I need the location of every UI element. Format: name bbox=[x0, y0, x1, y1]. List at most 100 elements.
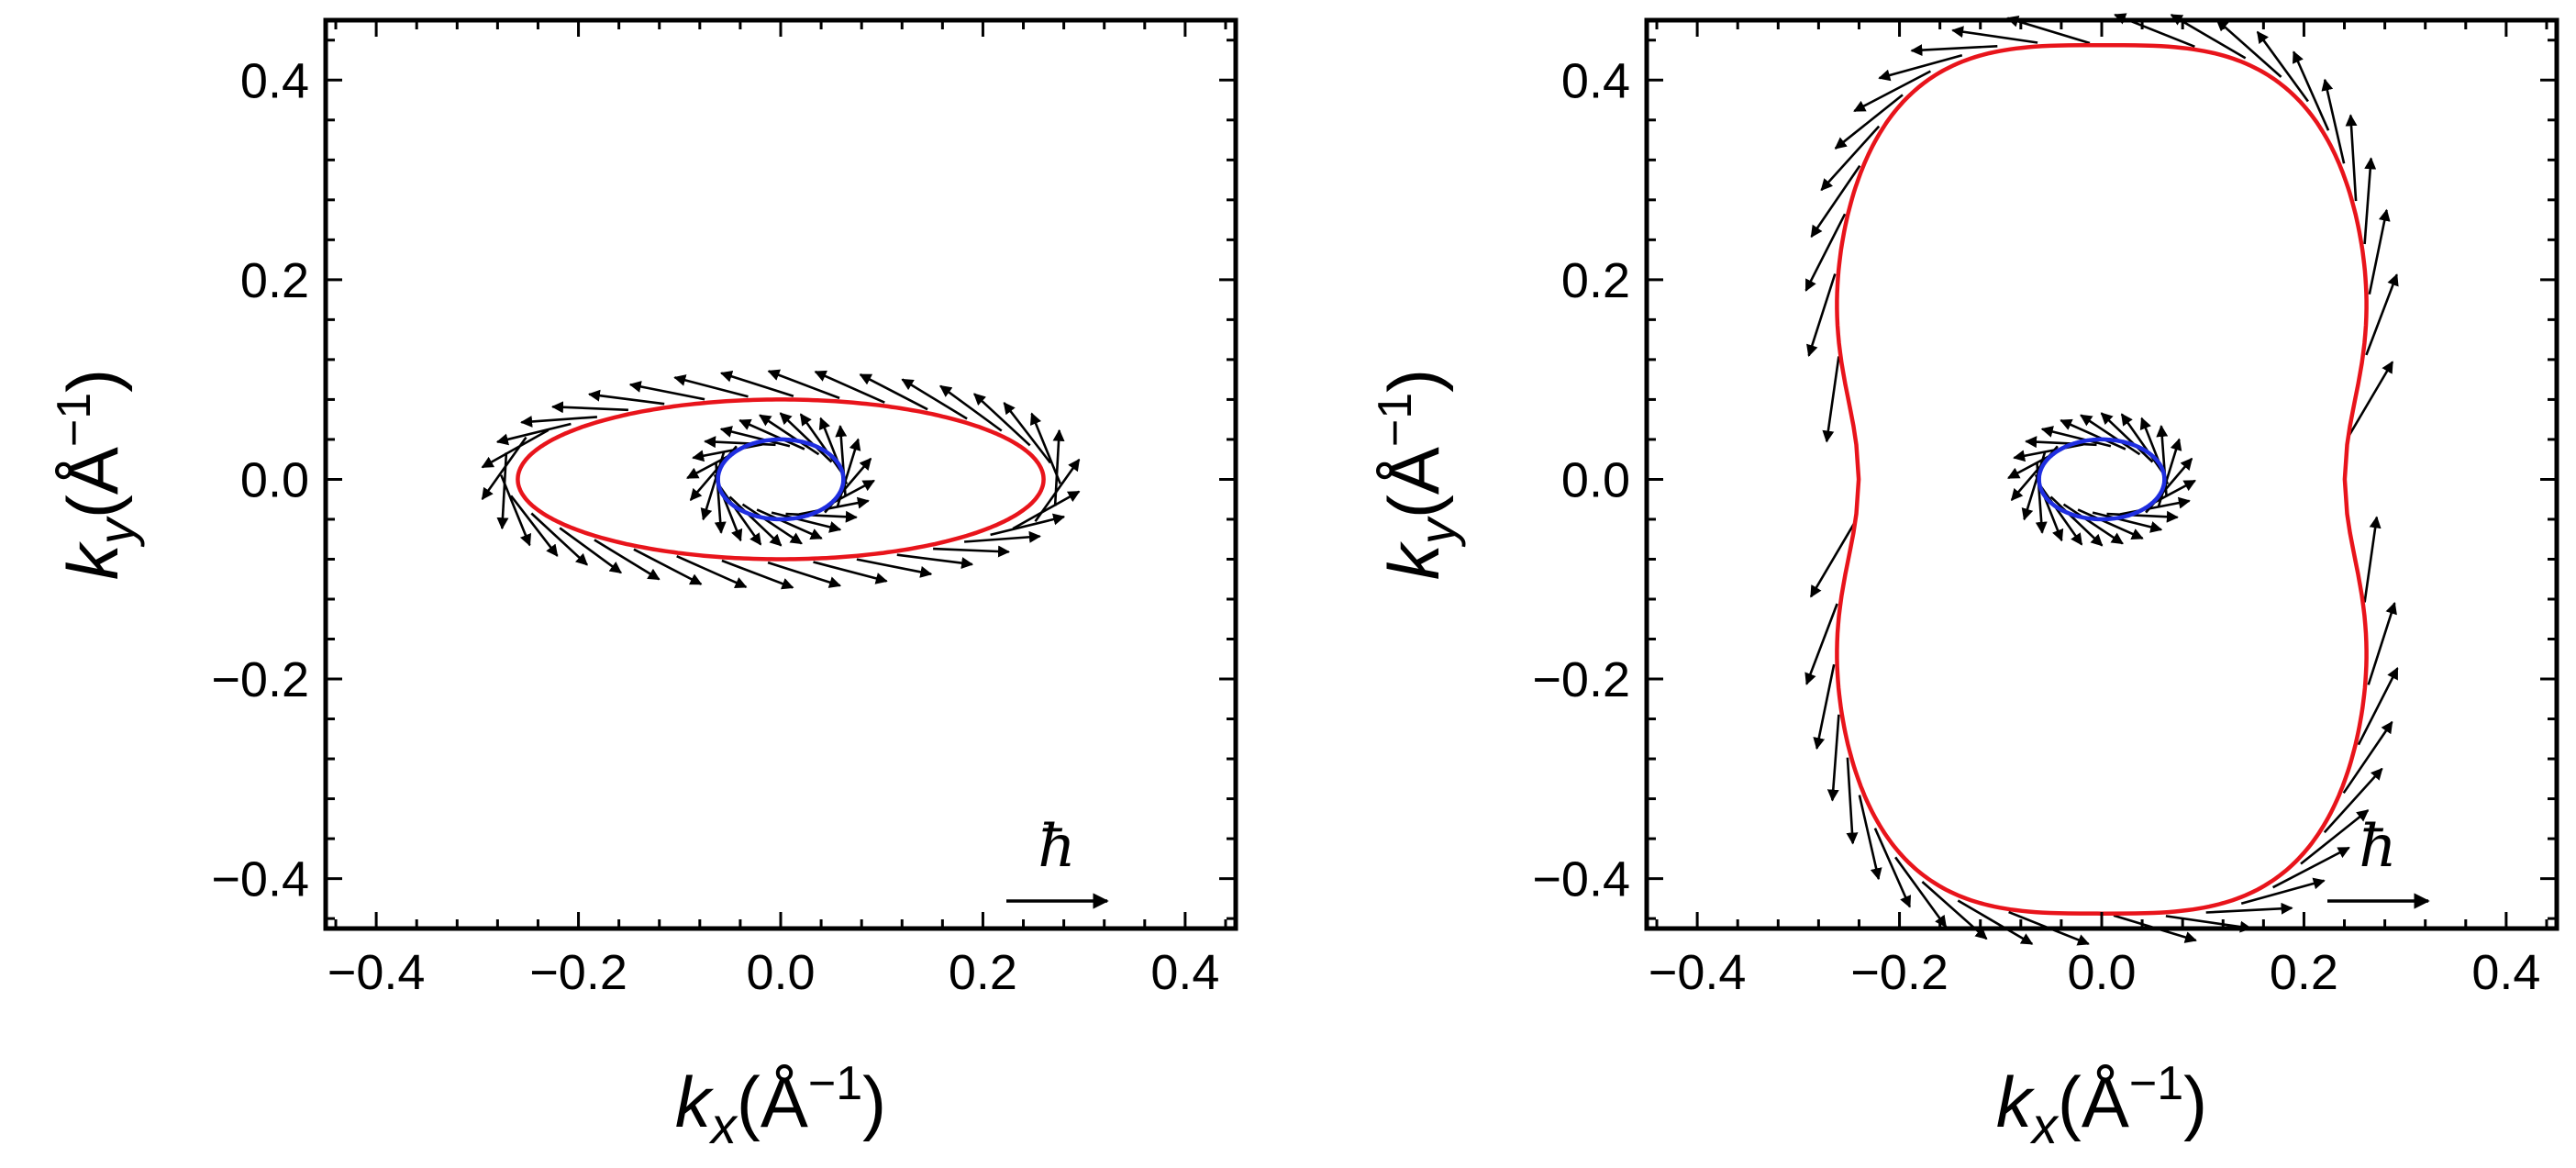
spin-arrow-outer bbox=[520, 415, 597, 428]
spin-arrow-outer bbox=[2367, 601, 2397, 685]
x-tick-label: 0.4 bbox=[2471, 945, 2540, 1000]
spin-arrow-outer bbox=[856, 558, 933, 578]
svg-text:ky(Å−1): ky(Å−1) bbox=[48, 369, 145, 580]
spin-arrow-outer bbox=[896, 553, 974, 570]
spin-arrow-outer bbox=[901, 378, 968, 420]
spin-arrow-inner bbox=[2120, 413, 2164, 473]
spin-arrow-inner bbox=[2062, 503, 2124, 545]
spin-arrow-outer bbox=[990, 513, 1066, 537]
spin-arrow-outer bbox=[767, 369, 840, 400]
spin-arrow-inner bbox=[704, 436, 776, 449]
spin-arrow-inner bbox=[741, 503, 803, 545]
spin-arrow-outer bbox=[495, 422, 572, 446]
spin-arrow-outer bbox=[2342, 720, 2393, 795]
spin-arrow-outer bbox=[2292, 50, 2330, 131]
x-tick-label: 0.2 bbox=[949, 945, 1017, 1000]
y-tick-label: 0.2 bbox=[240, 253, 309, 308]
y-tick-label: 0.4 bbox=[240, 53, 309, 108]
spin-arrow-inner bbox=[2100, 412, 2154, 463]
spin-arrow-outer bbox=[1003, 402, 1052, 464]
spin-arrow-inner bbox=[2080, 414, 2141, 456]
spin-arrow-outer bbox=[2365, 273, 2399, 356]
spin-arrow-outer bbox=[481, 436, 527, 501]
spin-arrow-inner bbox=[836, 438, 861, 507]
spin-arrow-outer bbox=[1951, 26, 2038, 44]
spin-arrow-inner bbox=[700, 451, 726, 521]
spin-arrow-outer bbox=[2271, 846, 2350, 889]
spin-arrow-outer bbox=[973, 393, 1031, 447]
spin-arrow-inner bbox=[738, 418, 805, 451]
hbar-symbol: ħ bbox=[1038, 813, 1075, 881]
svg-text:kx(Å−1): kx(Å−1) bbox=[1996, 1057, 2207, 1154]
fermi-contour-outer bbox=[1835, 42, 2369, 916]
spin-arrow-inner bbox=[2077, 508, 2144, 540]
spin-arrow-outer bbox=[509, 495, 559, 557]
spin-arrow-inner bbox=[719, 426, 791, 448]
spin-arrow-inner bbox=[798, 496, 870, 516]
spin-arrow-outer bbox=[530, 512, 588, 566]
tick-layer: −0.4 −0.2 0.0 0.2 0.4 −0.4 −0.2 0.0 0.2 0.4 bbox=[1532, 20, 2557, 1000]
spin-arrow-inner bbox=[771, 511, 842, 533]
spin-arrow-outer bbox=[1853, 70, 1932, 113]
spin-arrow-inner bbox=[2119, 496, 2191, 516]
spin-arrow-outer bbox=[1846, 757, 1859, 845]
spin-arrow-inner bbox=[728, 495, 783, 547]
spin-arrow-outer bbox=[933, 545, 1010, 558]
spin-arrow-outer bbox=[1029, 412, 1062, 484]
spin-arrow-inner bbox=[779, 412, 833, 463]
spin-arrow-outer bbox=[633, 548, 703, 585]
spin-arrow-outer bbox=[2256, 30, 2309, 103]
spin-arrow-inner bbox=[718, 485, 762, 546]
svg-text:ky(Å−1): ky(Å−1) bbox=[1369, 369, 1466, 580]
spin-arrow-inner bbox=[785, 510, 858, 523]
spin-arrow-outer bbox=[813, 561, 888, 584]
spin-arrow-outer bbox=[964, 530, 1041, 543]
spin-arrow-outer bbox=[676, 555, 748, 588]
spin-arrow-outer bbox=[767, 561, 842, 588]
spin-arrow-outer bbox=[2321, 78, 2346, 164]
spin-arrow-outer bbox=[499, 474, 532, 547]
plot-frame bbox=[1644, 17, 2559, 931]
hbar-legend: ħ bbox=[1006, 813, 1109, 909]
spin-arrow-inner bbox=[692, 443, 763, 462]
y-tick-label: −0.4 bbox=[211, 852, 309, 907]
panel-left: −0.4 −0.2 0.0 0.2 0.4 −0.4 −0.2 0.0 0.2 0.4 kx(Å−… bbox=[48, 17, 1238, 1154]
spin-arrow-inner bbox=[759, 414, 820, 456]
spin-arrow-outer bbox=[2368, 208, 2391, 295]
spin-arrow-inner bbox=[2040, 426, 2112, 448]
spin-arrow-outer bbox=[628, 381, 705, 401]
spin-arrow-outer bbox=[1834, 94, 1904, 150]
plot-frame bbox=[323, 17, 1238, 931]
x-tick-label: 0.4 bbox=[1150, 945, 1219, 1000]
y-tick-label: −0.4 bbox=[1532, 852, 1630, 907]
spin-arrow-inner bbox=[2060, 418, 2126, 451]
spin-arrow-outer bbox=[1894, 856, 1948, 929]
spin-arrow-inner bbox=[2021, 451, 2047, 521]
spin-arrow-outer bbox=[496, 452, 509, 530]
curve-layer bbox=[516, 397, 1046, 562]
spin-arrow-outer bbox=[1804, 213, 1847, 292]
arrow-layer bbox=[1804, 13, 2399, 946]
spin-arrow-outer bbox=[1858, 795, 1882, 881]
spin-arrow-outer bbox=[2205, 902, 2293, 915]
spin-arrow-inner bbox=[799, 413, 843, 473]
x-tick-label: −0.2 bbox=[1850, 945, 1949, 1000]
spin-arrow-outer bbox=[1813, 663, 1836, 751]
spin-arrow-outer bbox=[1873, 828, 1912, 908]
fermi-contour-outer bbox=[516, 397, 1046, 562]
spin-arrow-outer bbox=[2363, 157, 2377, 245]
spin-arrow-outer bbox=[2345, 114, 2358, 202]
fermi-contour-inner bbox=[2037, 437, 2167, 522]
hbar-symbol: ħ bbox=[2359, 813, 2396, 881]
spin-arrow-outer bbox=[673, 374, 749, 398]
x-axis-label: kx(Å−1) bbox=[675, 1057, 886, 1154]
spin-arrow-outer bbox=[1052, 428, 1065, 506]
spin-arrow-inner bbox=[2092, 511, 2163, 533]
spin-arrow-inner bbox=[756, 508, 823, 540]
spin-arrow-inner bbox=[2157, 438, 2182, 507]
arrow-layer bbox=[481, 369, 1081, 590]
spin-arrow-outer bbox=[2357, 667, 2399, 746]
y-axis-label: ky(Å−1) bbox=[48, 369, 145, 580]
spin-arrow-outer bbox=[859, 373, 928, 411]
y-tick-label: 0.0 bbox=[240, 452, 309, 507]
